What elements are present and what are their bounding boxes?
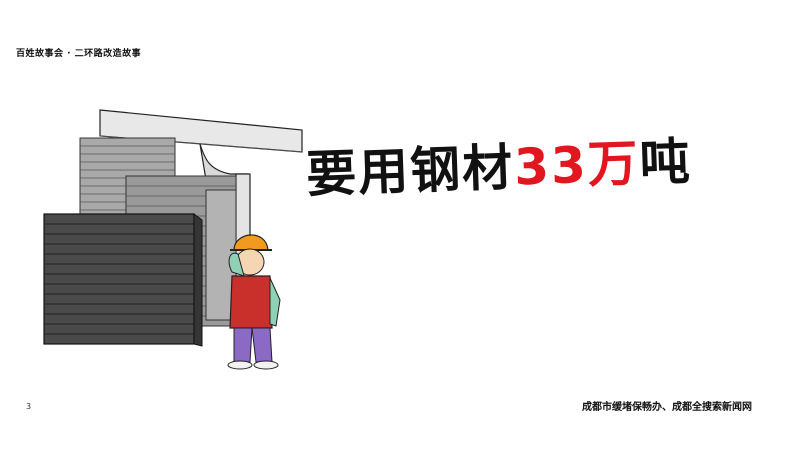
headline-prefix: 要用钢材 [305, 138, 516, 204]
steel-worker-illustration [43, 109, 303, 370]
headline-number: 33 [513, 135, 589, 197]
headline: 要用钢材33万吨 [305, 121, 693, 206]
steel-stack-front [43, 213, 203, 347]
series-title: 百姓故事会 · 二环路改造故事 [16, 49, 142, 59]
worker-figure [227, 234, 281, 370]
credit-line: 成都市缓堵保畅办、成都全搜索新闻网 [582, 402, 752, 413]
headline-unit: 万 [586, 134, 641, 194]
page-number: 3 [26, 402, 32, 411]
headline-suffix: 吨 [638, 132, 693, 193]
